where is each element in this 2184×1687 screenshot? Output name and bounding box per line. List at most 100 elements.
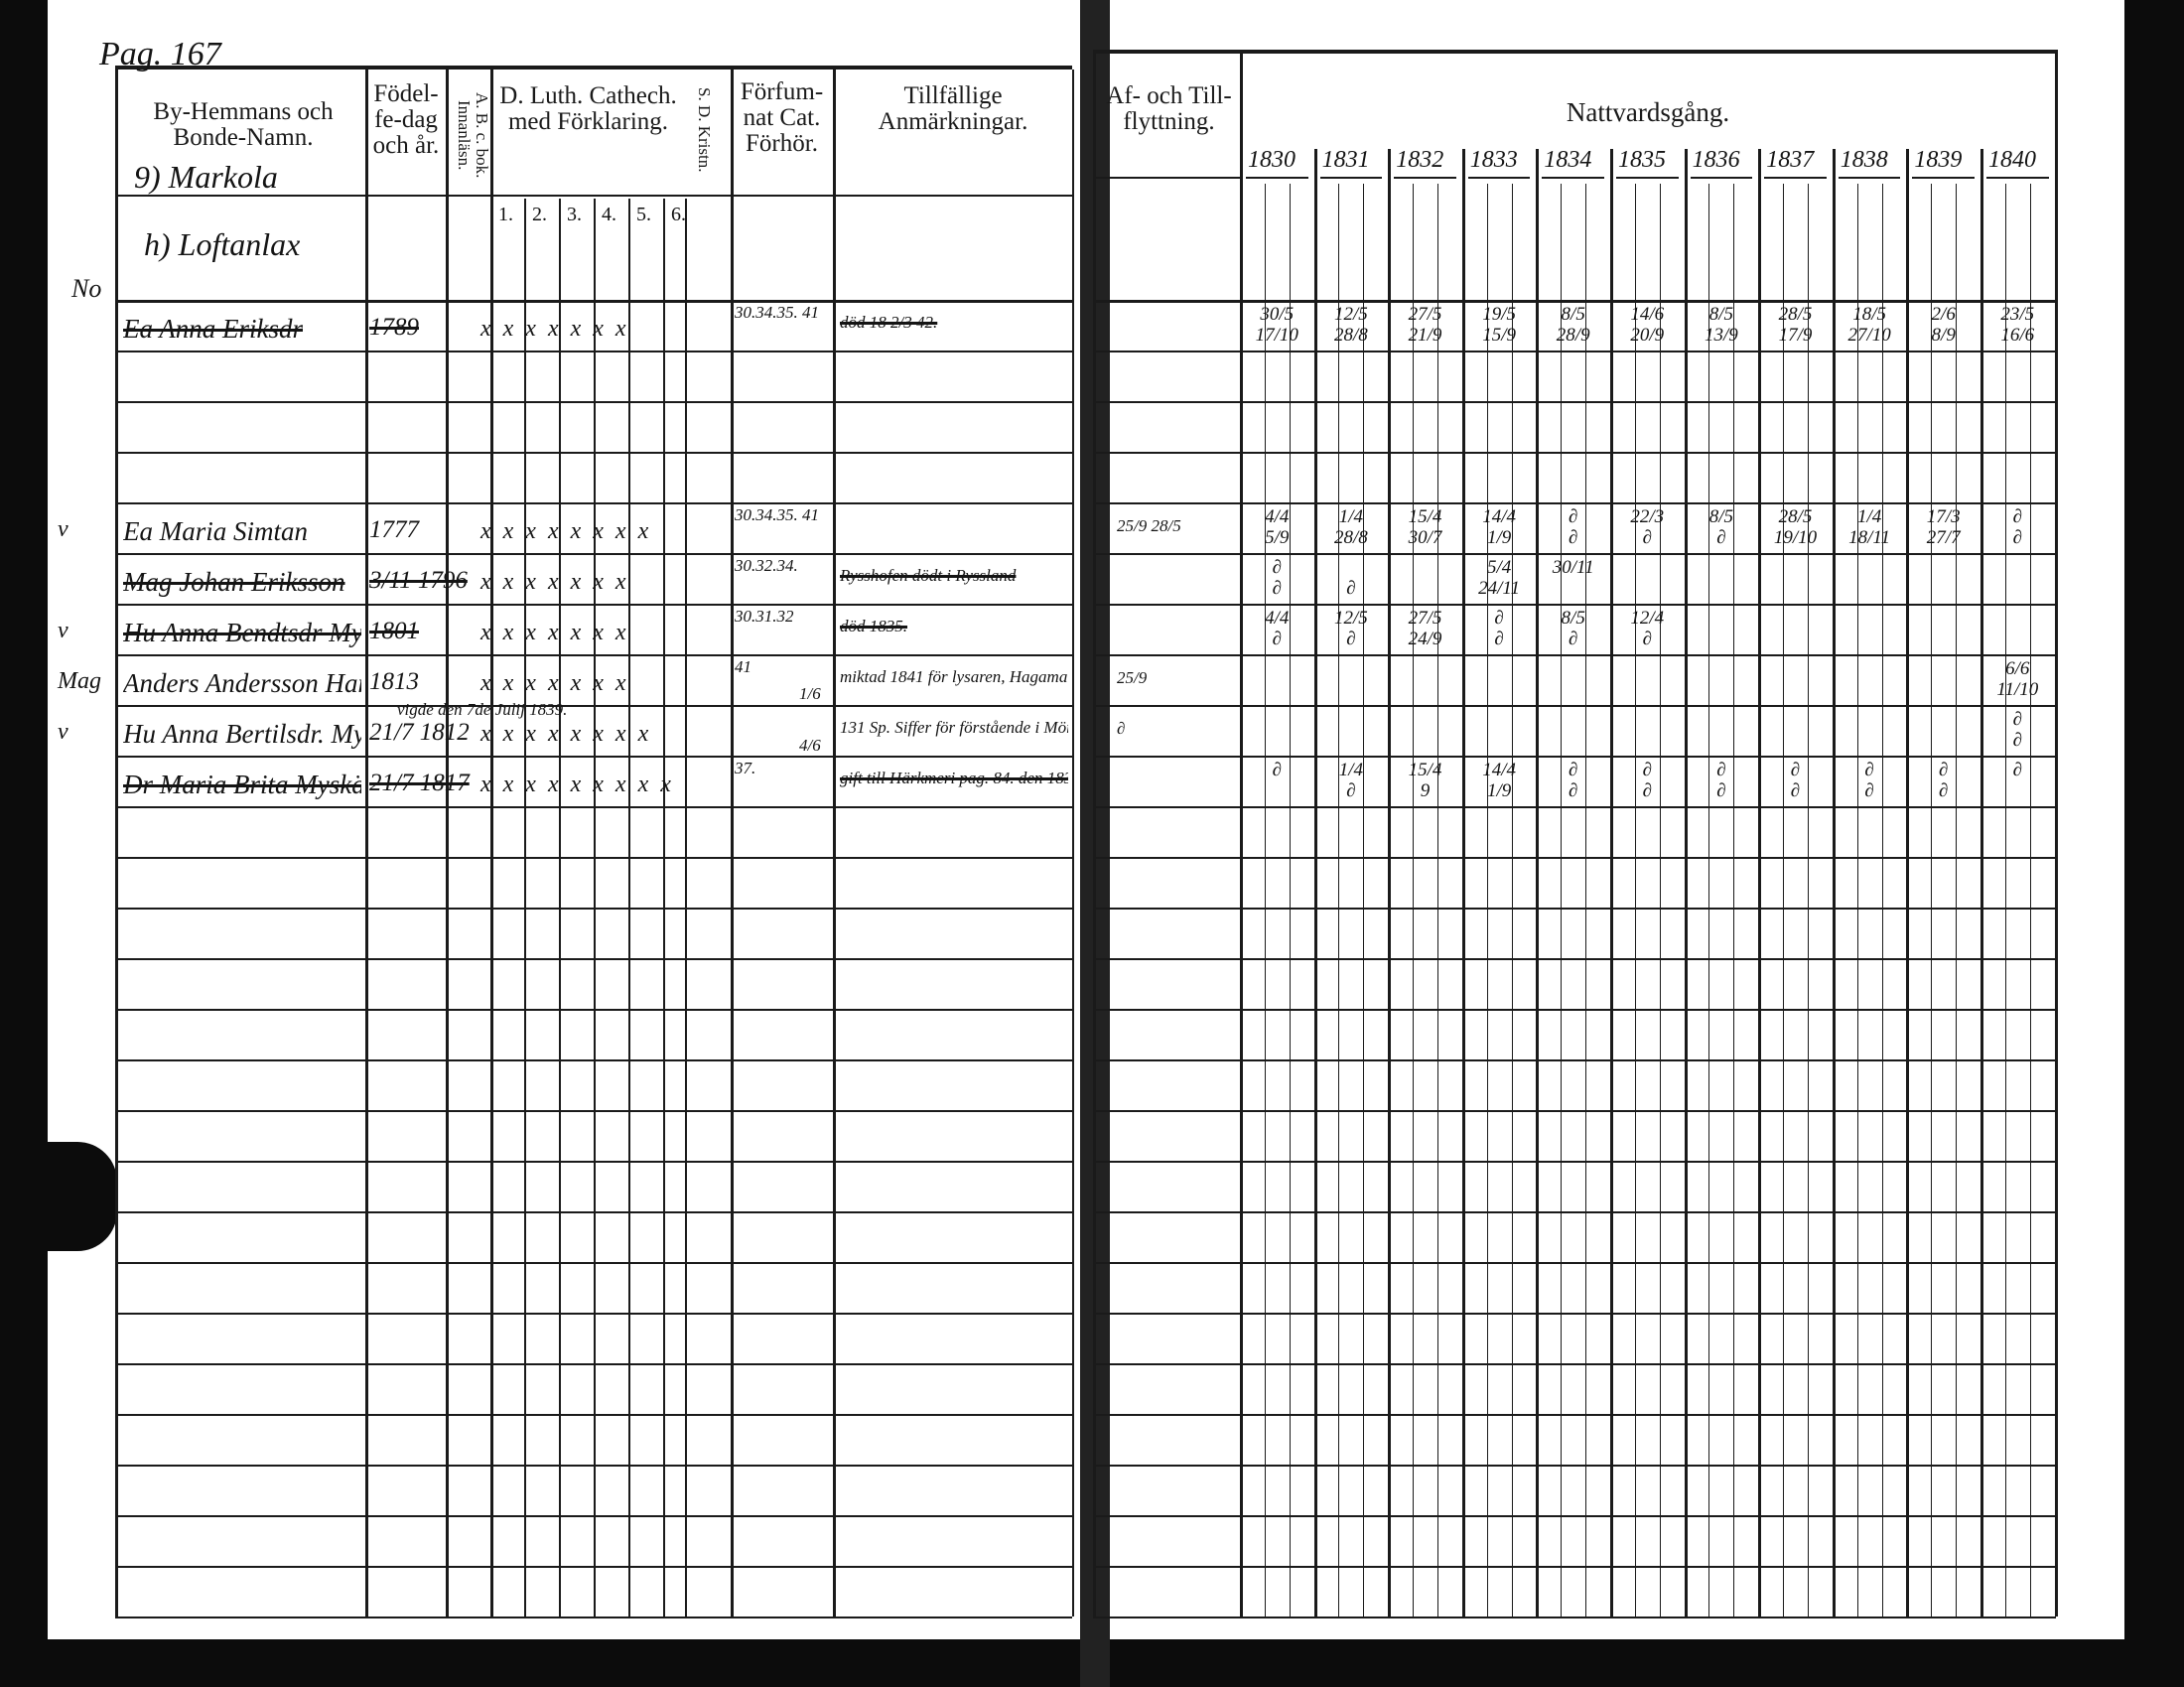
year-underline [1394, 177, 1456, 179]
year-header: 1840 [1988, 147, 2036, 173]
communion-date: 17/3 [1926, 506, 1961, 527]
row-line [115, 1313, 1072, 1315]
year-column-line [1610, 149, 1613, 1617]
catechism-marks: x x x x x x x [480, 569, 629, 595]
communion-date: ∂ [1864, 780, 1874, 801]
row-line [1093, 705, 2056, 707]
year-underline [1467, 177, 1531, 179]
communion-date: 27/5 [1408, 608, 1442, 629]
year-header: 1836 [1692, 147, 1740, 173]
communion-date: 1/4 [1856, 506, 1882, 527]
communion-date: ∂ [1642, 629, 1652, 649]
sub-column-line [1807, 184, 1809, 1617]
person-name: Ea Anna Eriksdr [123, 314, 303, 344]
communion-date: 1/4 [1338, 760, 1364, 780]
year-header: 1838 [1840, 147, 1888, 173]
communion-date: 24/11 [1478, 578, 1521, 599]
sub-column-line [1783, 184, 1785, 1617]
communion-date: ∂ [2012, 709, 2022, 730]
birth-date: 21/7 1812 [369, 719, 470, 746]
communion-date: 5/4 [1486, 557, 1512, 578]
catechism-marks: x x x x x x x x [480, 518, 652, 544]
header-moves: Af- och Till-flyttning. [1106, 82, 1232, 135]
communion-date: 2/6 [1931, 304, 1956, 325]
sub-column-line [1931, 184, 1933, 1617]
scan-border-right [2124, 0, 2184, 1687]
communion-date: 18/5 [1852, 304, 1886, 325]
row-line [1093, 756, 2056, 758]
column-line [833, 70, 836, 1617]
communion-date: ∂ [1716, 527, 1726, 548]
column-line [115, 70, 118, 1617]
remark: död 1835. [840, 618, 907, 635]
communion-date: 8/5 [1708, 506, 1734, 527]
row-line [1093, 1465, 2056, 1467]
row-line [1093, 1009, 2056, 1011]
row-line [115, 502, 1072, 504]
row-line [115, 654, 1072, 656]
year-header: 1833 [1469, 147, 1518, 173]
communion-date: 8/5 [1561, 304, 1585, 325]
row-line [1093, 1262, 2056, 1264]
communion-date: ∂ [1568, 760, 1578, 780]
year-column-line [1684, 149, 1688, 1617]
birth-date: 1801 [369, 618, 419, 644]
year-column-line [1461, 149, 1465, 1617]
top-rule [115, 66, 1072, 70]
communion-date: 8/5 [1708, 304, 1734, 325]
remark: Rysshofen dödt i Ryssland [840, 567, 1017, 585]
row-line [115, 1009, 1072, 1011]
communion-date: 13/9 [1705, 325, 1738, 346]
row-line [115, 908, 1072, 910]
row-line [1093, 401, 2056, 403]
header-rule [115, 195, 1072, 197]
row-line [115, 705, 1072, 707]
header-name: By-Hemmans och Bonde-Namn. [153, 98, 334, 151]
row-prefix: v [58, 516, 68, 542]
row-line [1093, 908, 2056, 910]
header-catechism: D. Luth. Cathech. med Förklaring. [499, 82, 677, 135]
row-line [115, 1566, 1072, 1568]
column-line [1093, 50, 1096, 1617]
communion-date: 28/9 [1556, 325, 1590, 346]
row-line [115, 1414, 1072, 1416]
top-rule [1093, 50, 2056, 54]
header-forfum: Förfum-nat Cat. Förhör. [740, 78, 824, 157]
person-name: Anders Andersson Hanicka [123, 668, 361, 698]
row-line [1093, 604, 2056, 606]
remark: miktad 1841 för lysaren, Hagamal pag. 48… [840, 668, 1068, 686]
column-line [446, 70, 449, 1617]
sub-column-line [1338, 184, 1340, 1617]
communion-date: 4/4 [1265, 608, 1290, 629]
row-line [1093, 452, 2056, 454]
communion-date: 27/10 [1847, 325, 1891, 346]
communion-date: ∂ [1864, 760, 1874, 780]
catechism-part-number: 6. [671, 204, 686, 225]
communion-date: 8/5 [1561, 608, 1585, 629]
examination-years: 30.34.35. 41 [735, 505, 819, 524]
sub-column-line [1634, 184, 1636, 1617]
sub-column-line [1436, 184, 1438, 1617]
person-name: Mag Johan Eriksson [123, 567, 345, 597]
row-line [1093, 1313, 2056, 1315]
row-line [1093, 958, 2056, 960]
communion-date: ∂ [1568, 506, 1578, 527]
year-underline [1986, 177, 2049, 179]
communion-date: 27/7 [1926, 527, 1961, 548]
row-line [115, 958, 1072, 960]
sub-column-line [1511, 184, 1513, 1617]
communion-date: ∂ [2012, 506, 2022, 527]
communion-date: 6/6 [2005, 658, 2030, 679]
row-line [1093, 1211, 2056, 1213]
sub-column-line [1956, 184, 1958, 1617]
year-underline [1912, 177, 1975, 179]
row-line [1093, 351, 2056, 352]
communion-date: 21/9 [1408, 325, 1442, 346]
year-underline [1542, 177, 1604, 179]
row-prefix: Mag [58, 668, 101, 694]
row-line [115, 1211, 1072, 1213]
row-line [115, 1059, 1072, 1061]
sub-column-line [2029, 184, 2031, 1617]
row-line [1093, 1515, 2056, 1517]
row-line [115, 1110, 1072, 1112]
